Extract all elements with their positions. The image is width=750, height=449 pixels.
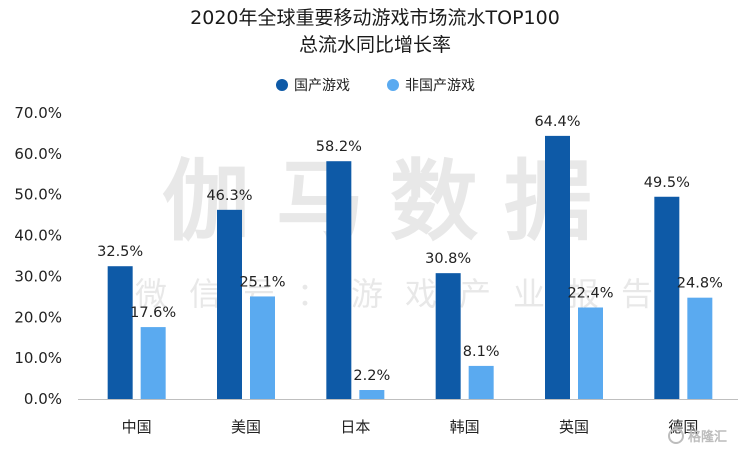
bar-domestic (435, 273, 461, 399)
y-tick-label: 10.0% (14, 349, 62, 367)
x-tick-label: 韩国 (450, 418, 480, 436)
bar-foreign (250, 296, 275, 399)
y-tick-label: 20.0% (14, 308, 62, 326)
data-label: 49.5% (644, 175, 690, 191)
y-tick-label: 30.0% (14, 267, 62, 285)
x-tick-label: 英国 (559, 418, 589, 436)
corner-mark: 格隆汇 (668, 428, 727, 445)
legend: 国产游戏 非国产游戏 (276, 78, 475, 94)
data-label: 58.2% (316, 139, 362, 155)
bar-domestic (654, 196, 680, 399)
legend-label-foreign: 非国产游戏 (405, 78, 475, 94)
y-axis: 0.0% 10.0% 20.0% 30.0% 40.0% 50.0% 60.0% 70.0% (14, 104, 62, 408)
legend-marker-foreign (387, 79, 399, 91)
chart-title: 2020年全球重要移动游戏市场流水TOP100 (190, 7, 560, 29)
bar-foreign (687, 297, 713, 399)
x-tick-label: 美国 (231, 418, 261, 436)
bar-foreign (468, 365, 494, 399)
chart-subtitle: 总流水同比增长率 (299, 34, 451, 56)
bars (107, 135, 713, 399)
data-label: 46.3% (206, 188, 252, 204)
data-label: 2.2% (353, 368, 390, 384)
data-label: 22.4% (567, 285, 613, 301)
bar-foreign (359, 390, 385, 399)
bar-domestic (217, 209, 242, 399)
bar-domestic (107, 266, 133, 399)
legend-marker-domestic (276, 79, 288, 91)
corner-logo-icon (668, 428, 684, 444)
data-label: 30.8% (425, 251, 471, 267)
data-label: 8.1% (463, 344, 500, 360)
bar-domestic (326, 161, 352, 399)
legend-label-domestic: 国产游戏 (294, 78, 350, 94)
corner-mark-text: 格隆汇 (688, 429, 727, 445)
x-axis: 中国 美国 日本 韩国 英国 德国 (78, 399, 738, 436)
y-tick-label: 50.0% (14, 186, 62, 204)
y-tick-label: 60.0% (14, 145, 62, 163)
bar-foreign (140, 327, 166, 399)
y-tick-label: 70.0% (14, 104, 62, 122)
data-label: 32.5% (97, 244, 143, 260)
bar-foreign (578, 307, 603, 399)
data-labels: 32.5% 17.6% 46.3% 25.1% 58.2% 2.2% 30.8% 8.1% 64… (97, 114, 723, 384)
y-tick-label: 40.0% (14, 227, 62, 245)
bar-domestic (545, 135, 570, 399)
y-tick-label: 0.0% (24, 390, 62, 408)
data-label: 64.4% (534, 114, 580, 130)
data-label: 17.6% (130, 305, 176, 321)
x-tick-label: 德国 (668, 418, 698, 436)
data-label: 25.1% (239, 274, 285, 290)
data-label: 24.8% (677, 276, 723, 292)
x-tick-label: 中国 (122, 418, 152, 436)
x-tick-label: 日本 (340, 418, 370, 436)
